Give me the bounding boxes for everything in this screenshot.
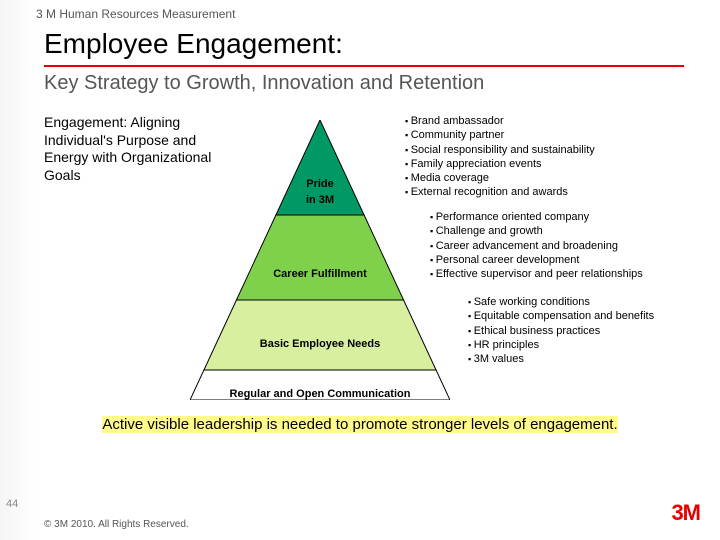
bullet-item: Career advancement and broadening: [430, 239, 710, 253]
bullet-item: Safe working conditions: [468, 295, 708, 309]
page-number: 44: [6, 498, 18, 510]
pyramid-label-base-bold: and: [274, 388, 294, 400]
pyramid-label-base-suffix: Open Communication: [293, 388, 410, 400]
page-subtitle: Key Strategy to Growth, Innovation and R…: [44, 72, 484, 95]
pyramid-label-bottom: Basic Employee Needs: [190, 338, 450, 350]
pyramid-label-mid: Career Fulfillment: [190, 268, 450, 280]
left-gray-sidebar: [0, 0, 36, 540]
bullet-item: Performance oriented company: [430, 210, 710, 224]
bullet-item: Personal career development: [430, 253, 710, 267]
pyramid-label-base: Regular and Open Communication: [190, 388, 450, 400]
bullets-top: Brand ambassador Community partner Socia…: [405, 114, 705, 200]
page-title: Employee Engagement:: [44, 28, 343, 60]
bullet-item: Ethical business practices: [468, 324, 708, 338]
bullet-item: Challenge and growth: [430, 224, 710, 238]
header-band: 3 M Human Resources Measurement: [36, 7, 235, 21]
bottom-statement-text: Active visible leadership is needed to p…: [102, 416, 617, 433]
pyramid-label-base-prefix: Regular: [230, 388, 274, 400]
bullet-item: Brand ambassador: [405, 114, 705, 128]
bullet-item: Media coverage: [405, 171, 705, 185]
bottom-statement: Active visible leadership is needed to p…: [60, 416, 660, 435]
bullet-item: Effective supervisor and peer relationsh…: [430, 267, 710, 281]
bullets-mid: Performance oriented company Challenge a…: [430, 210, 710, 281]
description-text: Engagement: Aligning Individual's Purpos…: [44, 114, 214, 184]
bullet-item: Social responsibility and sustainability: [405, 143, 705, 157]
bullet-item: Community partner: [405, 128, 705, 142]
bullet-item: 3M values: [468, 352, 708, 366]
logo-3m: 3M: [671, 500, 700, 526]
bullet-item: External recognition and awards: [405, 185, 705, 199]
title-underline: [44, 65, 684, 67]
bullet-item: Equitable compensation and benefits: [468, 309, 708, 323]
bullets-bottom: Safe working conditions Equitable compen…: [468, 295, 708, 366]
bullet-item: Family appreciation events: [405, 157, 705, 171]
bullet-item: HR principles: [468, 338, 708, 352]
copyright-text: © 3M 2010. All Rights Reserved.: [44, 519, 189, 530]
